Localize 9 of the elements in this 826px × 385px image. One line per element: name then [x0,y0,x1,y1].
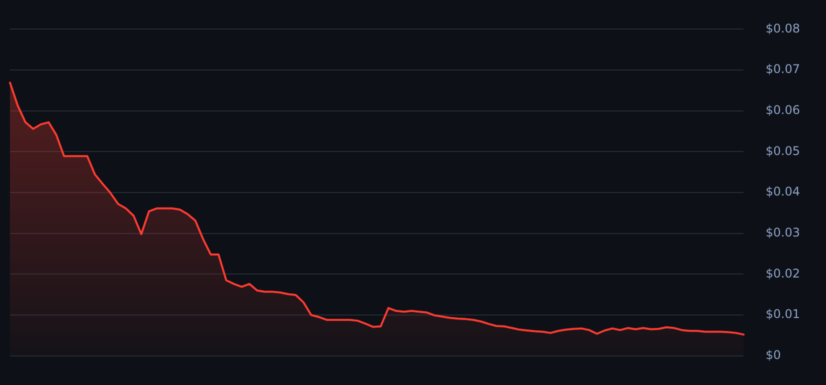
y-tick-label: $0.02 [766,266,800,280]
y-tick-label: $0.03 [766,225,800,240]
y-tick-label: $0.05 [766,144,800,158]
y-tick-label: $0.04 [766,184,800,199]
y-tick-label: $0.07 [766,62,800,76]
y-tick-label: $0.06 [766,102,800,117]
y-tick-label: $0.08 [766,21,800,36]
y-tick-label: $0 [766,348,781,362]
y-tick-label: $0.01 [766,307,800,322]
